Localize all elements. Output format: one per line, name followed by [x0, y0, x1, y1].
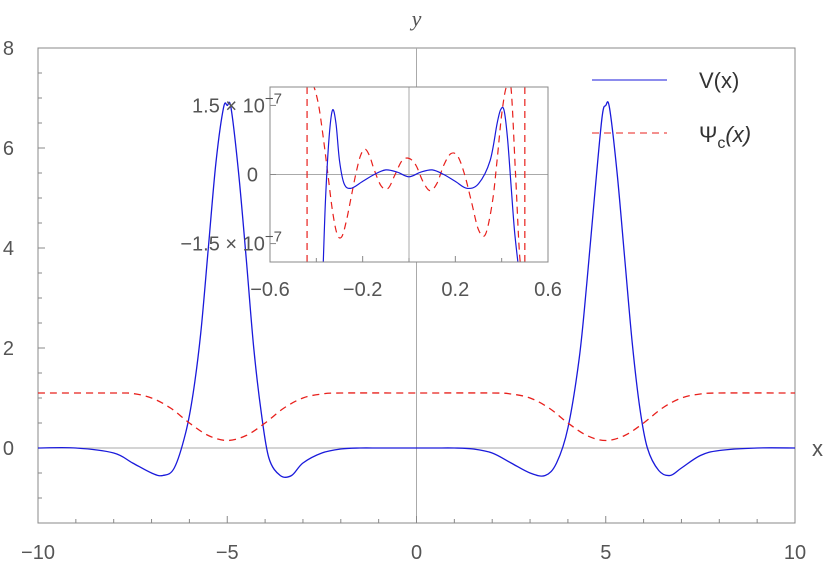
main-x-tick-label: 10 — [784, 542, 806, 564]
inset-x-tick-label: 0.2 — [441, 279, 469, 301]
inset-y-tick-label: −1.5 × 10−7 — [180, 229, 282, 256]
main-y-tick-label: 6 — [3, 138, 14, 160]
inset-x-tick-label: −0.6 — [250, 279, 289, 301]
main-y-tick-label: 0 — [3, 438, 14, 460]
main-y-tick-label: 4 — [3, 238, 14, 260]
legend: V(x) Ψc(x) — [592, 68, 751, 152]
main-y-tick-label: 2 — [3, 338, 14, 360]
inset-y-tick-label: 0 — [247, 165, 258, 187]
inset-y-tick-label: 1.5 × 10−7 — [192, 90, 282, 117]
inset-series-v-line — [322, 106, 519, 262]
main-x-tick-label: 0 — [411, 542, 422, 564]
main-x-tick-label: −10 — [21, 542, 55, 564]
main-y-tick-label: 8 — [3, 38, 14, 60]
inset-x-tick-label: −0.2 — [343, 279, 382, 301]
inset-series-group — [306, 87, 528, 262]
inset-x-tick-label: 0.6 — [534, 279, 562, 301]
main-x-axis-title: x — [812, 436, 823, 461]
inset-series-psi-line — [311, 87, 528, 262]
main-x-tick-label: −5 — [216, 542, 239, 564]
main-series-v-line — [37, 101, 796, 479]
legend-v-label: V(x) — [699, 68, 739, 93]
main-x-tick-label: 5 — [600, 542, 611, 564]
main-y-axis-title: y — [410, 6, 422, 31]
legend-psi-label: Ψc(x) — [699, 122, 751, 152]
